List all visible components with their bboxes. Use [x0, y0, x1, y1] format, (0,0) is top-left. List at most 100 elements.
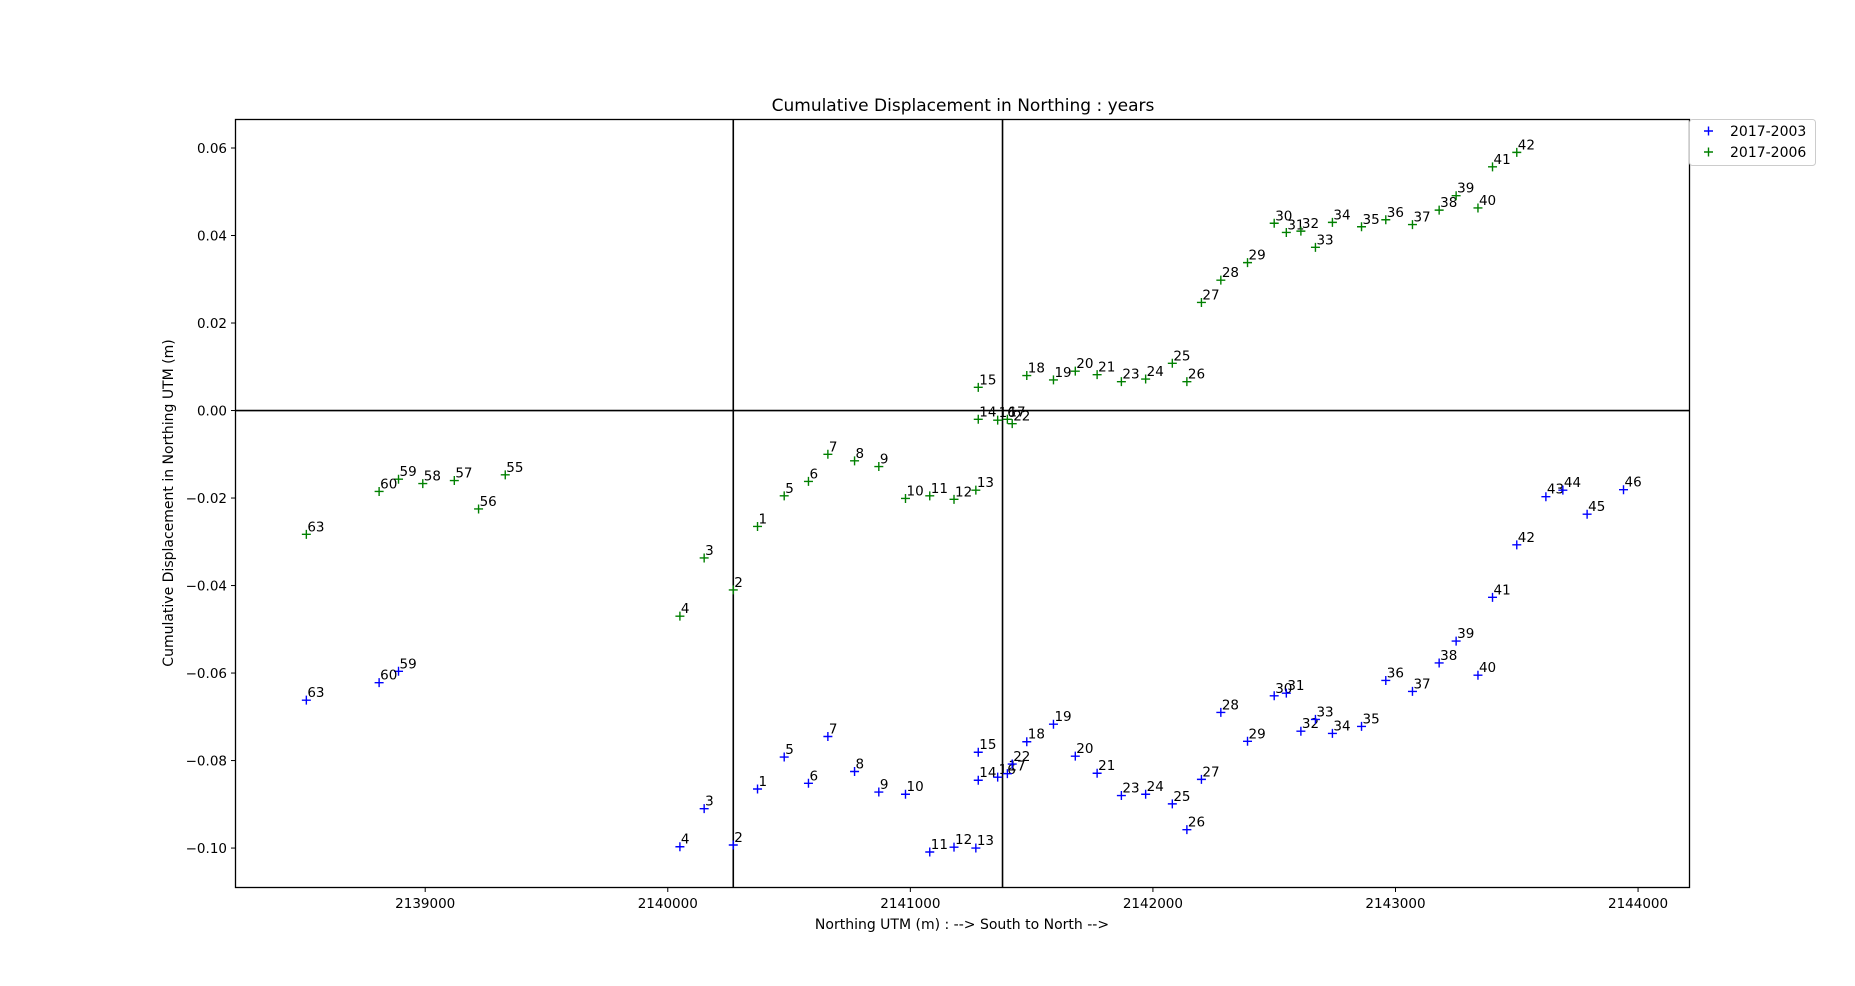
data-point: 32 [1296, 216, 1319, 236]
point-label: 29 [1249, 248, 1266, 264]
point-marker [1473, 203, 1483, 213]
point-marker [301, 529, 311, 539]
y-tick-label: 0.00 [197, 404, 227, 420]
point-marker [1116, 377, 1126, 387]
point-label: 10 [906, 483, 923, 499]
point-label: 10 [906, 779, 923, 795]
point-marker [418, 479, 428, 489]
legend-marker [1704, 126, 1713, 136]
point-marker [1070, 366, 1080, 376]
point-marker [1451, 191, 1461, 201]
data-point: 56 [474, 494, 497, 514]
x-tick-label: 2143000 [1365, 896, 1425, 912]
data-point: 18 [1022, 727, 1045, 747]
data-point: 33 [1310, 704, 1334, 724]
point-marker [699, 553, 709, 563]
point-label: 15 [979, 372, 996, 388]
data-point: 29 [1243, 248, 1266, 268]
point-label: 26 [1188, 367, 1205, 383]
point-marker [1619, 485, 1629, 495]
data-point: 55 [500, 460, 523, 480]
point-label: 63 [307, 519, 324, 535]
data-point: 35 [1357, 711, 1380, 731]
legend-label: 2017-2006 [1730, 145, 1806, 161]
point-label: 26 [1188, 815, 1205, 831]
point-marker [1092, 768, 1102, 778]
data-point: 4 [675, 832, 689, 852]
data-point: 38 [1434, 195, 1457, 215]
point-label: 28 [1222, 697, 1239, 713]
point-marker [728, 585, 738, 595]
point-marker [803, 476, 813, 486]
data-point: 27 [1196, 764, 1220, 784]
data-point: 3 [699, 543, 714, 563]
data-point: 44 [1558, 475, 1581, 495]
point-label: 19 [1054, 709, 1071, 725]
point-marker [1296, 226, 1306, 236]
point-marker [1434, 205, 1444, 215]
data-point: 57 [449, 466, 473, 486]
x-tick-label: 2140000 [638, 896, 698, 912]
point-marker [850, 766, 860, 776]
point-label: 59 [400, 464, 417, 480]
point-label: 20 [1076, 356, 1093, 372]
data-point: 39 [1451, 626, 1474, 646]
data-point: 19 [1048, 709, 1072, 729]
data-point: 28 [1216, 265, 1239, 285]
data-point: 41 [1488, 582, 1511, 602]
data-point: 2 [728, 575, 743, 595]
data-point: 28 [1216, 697, 1239, 717]
point-marker [1092, 370, 1102, 380]
point-label: 45 [1588, 499, 1605, 515]
data-point: 43 [1541, 482, 1564, 502]
data-point: 34 [1327, 207, 1351, 227]
data-point: 4 [675, 601, 689, 621]
data-point: 22 [1007, 749, 1030, 769]
data-point: 17 [1002, 404, 1026, 424]
y-tick-label: −0.06 [186, 666, 227, 682]
point-marker [1116, 791, 1126, 801]
legend-box [1689, 119, 1816, 166]
data-point: 12 [949, 484, 972, 504]
point-marker [971, 485, 981, 495]
point-marker [850, 456, 860, 466]
point-label: 11 [931, 481, 948, 497]
point-marker [1243, 258, 1253, 268]
point-label: 41 [1494, 582, 1511, 598]
point-marker [925, 491, 935, 501]
point-label: 21 [1098, 758, 1115, 774]
data-point: 38 [1434, 648, 1457, 668]
point-marker [1407, 686, 1417, 696]
point-label: 56 [480, 494, 497, 510]
point-label: 2 [734, 830, 743, 846]
point-marker [1296, 726, 1306, 736]
point-label: 55 [506, 460, 523, 476]
point-label: 29 [1249, 726, 1266, 742]
point-marker [973, 414, 983, 424]
x-tick-label: 2139000 [395, 896, 455, 912]
y-axis-title: Cumulative Displacement in Northing UTM … [161, 339, 177, 666]
point-marker [1216, 707, 1226, 717]
point-marker [1281, 227, 1291, 237]
point-marker [1512, 147, 1522, 157]
point-marker [1007, 759, 1017, 769]
point-label: 7 [829, 721, 838, 737]
point-label: 8 [856, 756, 865, 772]
data-point: 15 [973, 737, 996, 757]
x-tick-label: 2144000 [1608, 896, 1668, 912]
point-marker [973, 747, 983, 757]
data-point: 40 [1473, 193, 1496, 213]
point-marker [1407, 220, 1417, 230]
point-label: 24 [1147, 779, 1164, 795]
point-marker [1310, 714, 1320, 724]
y-axis-ticks: 0.06 0.04 0.02 0.00 −0.02 −0.04 −0.06 −0.08 −0.1… [186, 141, 236, 857]
point-marker [1141, 789, 1151, 799]
data-point: 9 [874, 777, 888, 797]
point-label: 14 [979, 765, 996, 781]
data-point: 46 [1619, 475, 1642, 495]
point-label: 13 [977, 833, 994, 849]
point-label: 4 [681, 601, 690, 617]
point-label: 31 [1287, 678, 1304, 694]
legend-item: 2017-2006 [1704, 145, 1806, 161]
